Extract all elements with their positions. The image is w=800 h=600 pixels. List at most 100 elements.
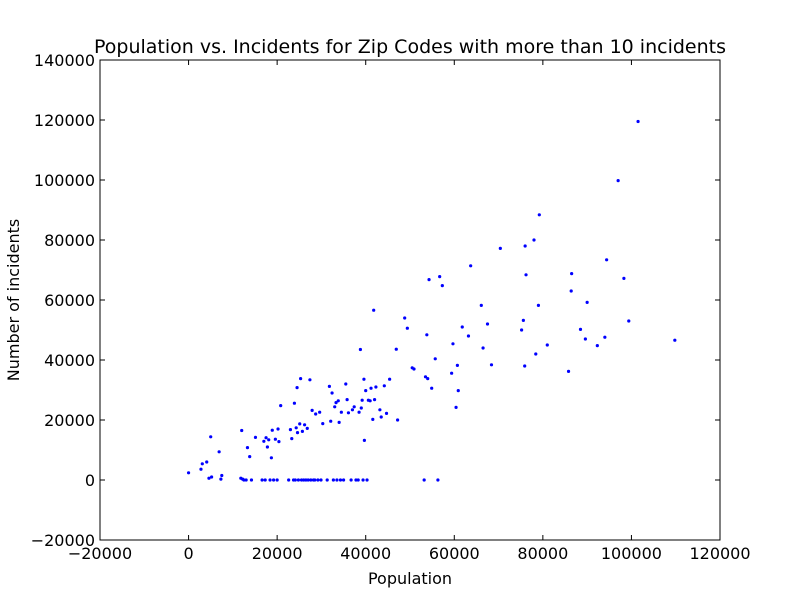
- chart-title: Population vs. Incidents for Zip Codes w…: [94, 36, 726, 58]
- data-point: [337, 420, 341, 424]
- data-point: [460, 325, 464, 329]
- data-point: [585, 300, 589, 304]
- data-point: [210, 475, 214, 479]
- data-point: [299, 377, 303, 381]
- data-point: [335, 478, 339, 482]
- data-point: [186, 471, 191, 475]
- data-point: [636, 119, 640, 124]
- data-point: [349, 478, 353, 482]
- data-point: [310, 408, 314, 412]
- data-point: [345, 398, 349, 402]
- data-point: [267, 438, 271, 442]
- data-point: [265, 445, 269, 449]
- data-point: [388, 377, 392, 381]
- data-point: [248, 455, 252, 459]
- y-axis-label: Number of incidents: [4, 219, 23, 381]
- data-point: [520, 328, 524, 332]
- data-point: [426, 377, 430, 381]
- data-point: [333, 405, 337, 409]
- data-point: [275, 478, 279, 482]
- data-point: [269, 456, 273, 460]
- data-point: [365, 478, 369, 482]
- data-point: [427, 278, 431, 282]
- data-point: [339, 410, 343, 414]
- data-point: [360, 398, 364, 402]
- data-point: [319, 478, 323, 482]
- data-point: [485, 322, 490, 326]
- data-point: [306, 478, 310, 482]
- data-point: [293, 478, 297, 482]
- data-point: [616, 179, 620, 183]
- data-point: [199, 467, 203, 471]
- data-point: [341, 478, 346, 482]
- data-point: [262, 439, 266, 443]
- x-tick-label: 40000: [340, 544, 391, 563]
- data-point: [384, 411, 389, 415]
- x-tick-label: −20000: [68, 544, 132, 563]
- data-point: [354, 478, 358, 482]
- data-point: [603, 335, 607, 339]
- data-point: [288, 428, 293, 432]
- data-point: [361, 478, 365, 482]
- data-point: [532, 238, 536, 242]
- data-point: [242, 478, 246, 482]
- data-point: [346, 411, 351, 415]
- data-point: [372, 308, 376, 312]
- x-axis-label: Population: [368, 569, 452, 588]
- data-point: [595, 344, 599, 348]
- data-point: [489, 363, 494, 367]
- data-point: [454, 405, 458, 409]
- data-point: [673, 338, 677, 342]
- y-tick-label: 60000: [44, 291, 95, 310]
- data-point: [299, 478, 304, 482]
- data-point: [200, 462, 204, 466]
- y-tick-label: 120000: [34, 111, 95, 130]
- data-point: [295, 386, 299, 390]
- y-tick-label: 140000: [34, 51, 95, 70]
- data-point: [534, 352, 538, 356]
- data-point: [268, 478, 272, 482]
- data-point: [304, 478, 308, 482]
- data-point: [260, 478, 264, 482]
- data-point: [205, 460, 209, 464]
- data-point: [338, 478, 343, 482]
- data-point: [466, 334, 471, 338]
- data-point: [325, 478, 329, 482]
- data-point: [430, 386, 434, 390]
- data-point: [374, 385, 378, 389]
- data-point: [378, 408, 382, 412]
- data-point: [583, 337, 587, 341]
- data-point: [479, 303, 483, 307]
- data-point: [358, 347, 362, 352]
- data-point: [537, 213, 541, 217]
- y-tick-label: 40000: [44, 351, 95, 370]
- data-point: [303, 423, 307, 427]
- data-point: [451, 342, 455, 346]
- data-point: [450, 371, 454, 375]
- x-tick-label: 0: [183, 544, 193, 563]
- data-point: [524, 273, 528, 277]
- data-point: [350, 408, 355, 412]
- x-tick-label: 20000: [252, 544, 303, 563]
- x-tick-label: 120000: [689, 544, 750, 563]
- data-point: [570, 272, 574, 276]
- data-point: [292, 401, 297, 405]
- data-point: [425, 333, 429, 337]
- data-point: [344, 382, 348, 386]
- data-point: [545, 343, 549, 347]
- data-point: [336, 399, 340, 403]
- data-point: [253, 435, 258, 439]
- data-point: [359, 406, 363, 410]
- data-point: [331, 478, 335, 482]
- x-tick-label: 60000: [429, 544, 480, 563]
- data-point: [300, 429, 304, 433]
- data-point: [305, 426, 309, 430]
- data-point: [403, 316, 407, 320]
- data-point: [422, 478, 426, 482]
- data-point: [523, 244, 527, 248]
- data-point: [290, 437, 294, 441]
- data-point: [207, 476, 211, 480]
- data-point: [405, 326, 409, 330]
- data-point: [627, 319, 631, 323]
